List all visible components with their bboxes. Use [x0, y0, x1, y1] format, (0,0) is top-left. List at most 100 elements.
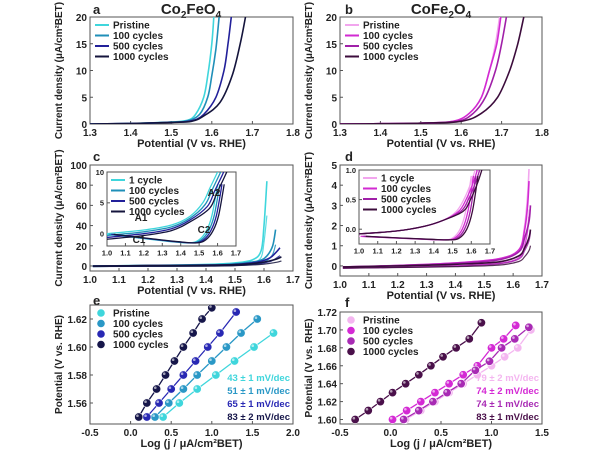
x-tick-label: 1.5	[447, 247, 457, 256]
x-tick-label: 1.3	[333, 128, 347, 139]
x-tick-label: 1.6	[506, 280, 520, 291]
y-tick-label: 1.72	[318, 308, 338, 319]
title-part: 4	[466, 10, 472, 21]
data-point	[484, 356, 494, 366]
data-point-highlight	[418, 399, 421, 402]
data-point-highlight	[194, 386, 198, 390]
legend-label: Pristine	[363, 21, 400, 32]
y-tick-label: 10	[326, 67, 338, 78]
slope-label: 83 ± 2 mV/dec	[227, 412, 290, 423]
x-axis-label: Log (j / μA/cm²BET)	[140, 438, 242, 450]
peak-annotation-a1: A1	[135, 213, 148, 224]
panel-label: e	[93, 293, 100, 308]
legend-label: 500 cycles	[363, 337, 413, 348]
data-point	[230, 356, 240, 366]
x-axis-label: Potential (V vs. RHE)	[137, 285, 246, 297]
y-tick-label: 4	[331, 181, 337, 192]
y-tick-label: 1.60	[318, 416, 338, 427]
legend-label: 500 cycles	[363, 42, 413, 53]
data-point	[252, 314, 262, 324]
x-tick-label: 1.5	[228, 275, 242, 286]
panel-label: a	[93, 2, 101, 17]
plot-frame	[339, 164, 543, 277]
data-point	[203, 342, 213, 352]
legend-marker	[97, 309, 105, 317]
data-point	[428, 397, 438, 407]
data-point	[416, 397, 426, 407]
x-tick-label: 1.1	[362, 280, 376, 291]
data-point-highlight	[486, 358, 490, 362]
legend-label: 1000 cycles	[363, 52, 419, 63]
data-point-highlight	[466, 336, 470, 339]
data-point-highlight	[444, 390, 448, 393]
x-tick-label: 1.6	[212, 249, 222, 258]
y-tick-label: 5	[100, 199, 104, 208]
legend-marker	[97, 340, 105, 349]
x-tick-label: 2.0	[286, 428, 300, 439]
data-point	[142, 412, 152, 422]
legend-marker	[347, 337, 355, 345]
y-tick-label: 5	[331, 93, 337, 104]
x-tick-label: -0.5	[331, 428, 349, 439]
y-tick-label: 1.64	[318, 380, 338, 391]
data-point-highlight	[389, 390, 393, 393]
x-tick-label: -0.5	[81, 428, 99, 439]
legend-label: 100 cycles	[363, 31, 413, 42]
x-tick-label: 1.8	[535, 128, 549, 139]
x-tick-label: 1.2	[139, 249, 149, 258]
data-point	[249, 342, 259, 352]
data-point	[215, 328, 225, 338]
data-point-highlight	[190, 330, 194, 334]
data-point-highlight	[213, 372, 216, 376]
x-axis-label: Potential (V vs. RHE)	[387, 138, 496, 150]
y-axis-label: Potential (V vs. RHE)	[304, 319, 315, 418]
data-point-highlight	[401, 416, 404, 420]
data-point-highlight	[238, 330, 242, 334]
plot-frame	[89, 164, 294, 272]
y-tick-label: 80	[76, 181, 88, 192]
x-tick-label: 0.5	[164, 428, 178, 439]
x-tick-label: 1.0	[205, 428, 219, 439]
y-tick-label: 0	[331, 262, 337, 273]
x-tick-label: 1.4	[199, 275, 213, 286]
x-tick-label: 0.0	[124, 428, 138, 439]
panel-label: d	[345, 149, 353, 164]
x-tick-label: 0.5	[434, 428, 448, 439]
data-point-highlight	[192, 358, 196, 362]
y-tick-label: 1.70	[318, 326, 338, 337]
y-tick-label: 1.68	[318, 344, 338, 355]
legend-marker	[347, 326, 355, 335]
panel-label: c	[93, 149, 100, 164]
legend-label: 100 cycles	[113, 319, 163, 330]
data-point-highlight	[223, 344, 227, 348]
panel-title: Co2FeO4	[161, 1, 222, 21]
series-line-1000-cycles	[90, 17, 247, 124]
data-point	[166, 384, 176, 394]
y-tick-label: 0	[100, 229, 104, 238]
peak-annotation-c2: C2	[198, 225, 211, 236]
slope-label: 74 ± 2 mV/dec	[476, 386, 539, 397]
data-point	[192, 370, 202, 380]
y-tick-label: 15	[76, 40, 88, 51]
y-tick-label: 20	[76, 242, 88, 253]
legend-label: 100 cycles	[113, 31, 163, 42]
series-line-1000-cycles	[92, 256, 282, 267]
data-point-highlight	[404, 407, 407, 411]
series-group	[134, 305, 279, 422]
y-tick-label: 1.62	[68, 315, 88, 326]
y-tick-label: 10	[76, 67, 88, 78]
data-point-highlight	[233, 309, 237, 313]
x-tick-label: 1.3	[170, 275, 184, 286]
legend-label: Pristine	[363, 316, 400, 327]
y-tick-label: 0	[331, 120, 337, 131]
data-point	[442, 388, 452, 398]
data-point	[399, 415, 409, 424]
x-tick-label: 1.0	[333, 280, 347, 291]
x-tick-label: 1.5	[535, 428, 549, 439]
data-point	[236, 328, 246, 338]
x-tick-label: 1.7	[245, 128, 259, 139]
data-point	[414, 406, 424, 416]
data-point	[456, 379, 466, 389]
legend-label: Pristine	[113, 309, 150, 320]
